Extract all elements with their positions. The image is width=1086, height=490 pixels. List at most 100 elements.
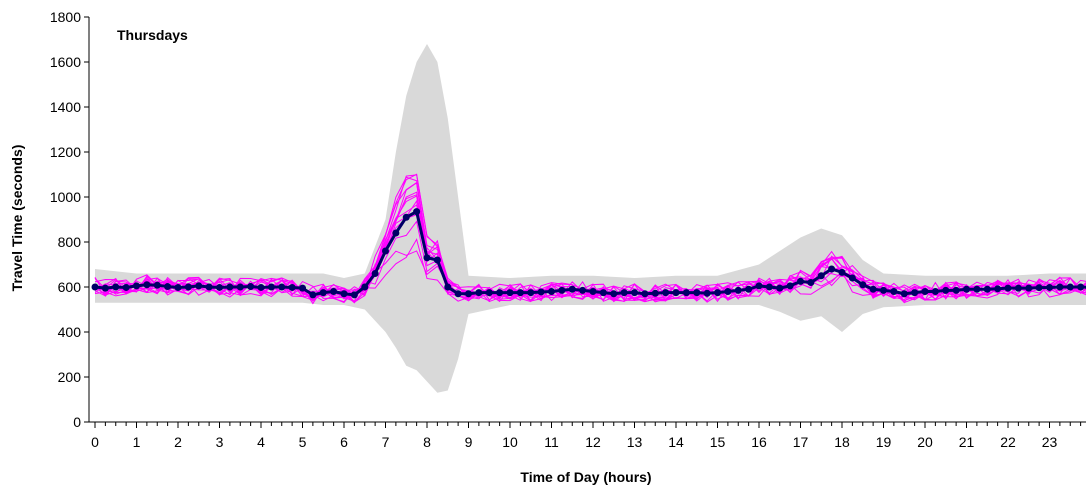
mean-point — [184, 283, 192, 291]
mean-point — [568, 285, 576, 293]
mean-point — [848, 274, 856, 282]
range-band-area — [95, 44, 1086, 393]
mean-point — [236, 283, 244, 291]
x-tick-label: 22 — [1000, 434, 1016, 450]
mean-series — [91, 208, 1086, 299]
mean-point — [682, 289, 690, 297]
mean-point — [433, 256, 441, 264]
x-tick-label: 8 — [423, 434, 431, 450]
mean-point — [516, 289, 524, 297]
mean-point — [662, 289, 670, 297]
x-tick-label: 4 — [257, 434, 265, 450]
mean-point — [776, 284, 784, 292]
mean-point — [579, 286, 587, 294]
mean-point — [745, 285, 753, 293]
x-tick-label: 19 — [876, 434, 892, 450]
mean-point — [828, 265, 836, 273]
mean-point — [392, 229, 400, 237]
mean-point — [921, 288, 929, 295]
mean-point — [205, 283, 213, 291]
mean-point — [641, 290, 649, 298]
mean-point — [496, 289, 504, 297]
y-tick-label: 1200 — [50, 144, 81, 160]
mean-point — [195, 282, 203, 290]
mean-point — [350, 291, 358, 299]
mean-point — [319, 289, 327, 297]
mean-point — [734, 286, 742, 294]
x-axis-title: Time of Day (hours) — [520, 469, 651, 485]
mean-point — [786, 282, 794, 290]
chart-title: Thursdays — [117, 27, 188, 43]
mean-point — [599, 289, 607, 297]
mean-point — [174, 283, 182, 291]
mean-point — [371, 270, 379, 277]
mean-point — [143, 281, 151, 289]
x-tick-label: 11 — [544, 434, 559, 450]
mean-point — [963, 285, 970, 293]
y-tick-label: 0 — [73, 414, 81, 430]
mean-point — [765, 283, 773, 291]
x-tick-label: 16 — [751, 434, 767, 450]
mean-point — [164, 283, 172, 291]
mean-point — [537, 288, 545, 296]
x-tick-label: 13 — [627, 434, 643, 450]
x-tick-label: 7 — [382, 434, 390, 450]
mean-point — [454, 290, 462, 298]
y-tick-label: 1400 — [50, 99, 81, 115]
range-band — [95, 44, 1086, 393]
y-tick-label: 1600 — [50, 54, 81, 70]
mean-point — [807, 279, 815, 286]
mean-point — [309, 291, 317, 299]
mean-point — [631, 289, 638, 297]
mean-point — [911, 289, 919, 297]
x-tick-label: 6 — [340, 434, 348, 450]
y-tick-label: 200 — [58, 369, 82, 385]
mean-point — [475, 289, 483, 297]
x-tick-label: 2 — [174, 434, 182, 450]
mean-point — [1046, 283, 1053, 291]
mean-point — [278, 283, 286, 291]
y-tick-label: 1800 — [50, 9, 81, 25]
y-tick-label: 1000 — [50, 189, 81, 205]
mean-point — [340, 290, 348, 298]
mean-point — [330, 288, 338, 295]
mean-point — [900, 290, 908, 298]
mean-point — [994, 285, 1002, 293]
mean-point — [485, 289, 493, 297]
mean-point — [112, 283, 120, 291]
x-tick-label: 0 — [91, 434, 99, 450]
mean-point — [859, 281, 867, 289]
mean-point — [589, 288, 597, 295]
mean-point — [797, 277, 804, 285]
mean-point — [931, 288, 939, 295]
mean-point — [880, 286, 887, 294]
individual-trace — [94, 238, 1086, 304]
mean-point — [153, 281, 161, 289]
mean-point — [361, 283, 369, 291]
mean-point — [703, 289, 711, 297]
x-tick-label: 3 — [216, 434, 224, 450]
x-tick-label: 12 — [585, 434, 601, 450]
mean-point — [257, 283, 265, 291]
mean-point — [506, 289, 514, 297]
mean-point — [672, 289, 680, 297]
mean-point — [226, 283, 234, 291]
mean-point — [942, 286, 950, 294]
mean-point — [755, 282, 763, 290]
mean-point — [122, 283, 130, 291]
mean-point — [216, 283, 223, 291]
x-tick-label: 18 — [834, 434, 850, 450]
mean-point — [413, 208, 421, 216]
mean-point — [288, 283, 296, 291]
mean-point — [133, 282, 140, 290]
x-tick-label: 17 — [793, 434, 809, 450]
mean-point — [869, 285, 877, 293]
mean-point — [1014, 284, 1022, 292]
mean-point — [890, 288, 898, 295]
mean-point — [817, 272, 825, 280]
mean-point — [1066, 283, 1074, 291]
x-tick-label: 21 — [959, 434, 975, 450]
mean-point — [973, 285, 981, 293]
